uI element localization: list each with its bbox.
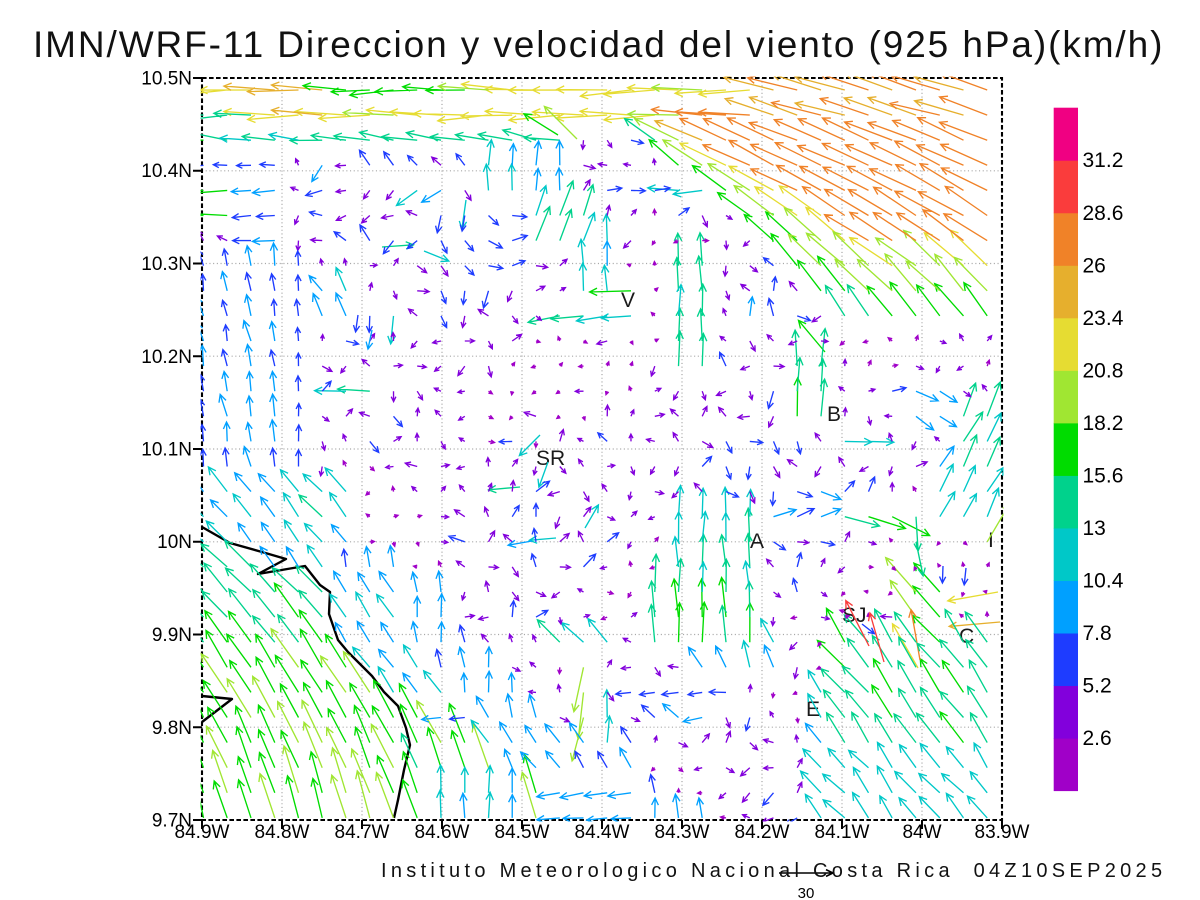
svg-text:84W: 84W	[902, 822, 941, 843]
svg-text:84.7W: 84.7W	[335, 822, 390, 843]
svg-text:SR: SR	[536, 447, 565, 470]
svg-text:I: I	[988, 529, 994, 552]
svg-text:84.2W: 84.2W	[735, 822, 790, 843]
svg-text:B: B	[827, 403, 841, 426]
svg-text:83.9W: 83.9W	[975, 822, 1030, 843]
svg-text:26: 26	[1083, 254, 1106, 277]
svg-text:84.3W: 84.3W	[655, 822, 710, 843]
svg-text:9.7N: 9.7N	[152, 811, 192, 832]
svg-text:7.8: 7.8	[1083, 622, 1112, 645]
svg-text:10.1N: 10.1N	[141, 440, 192, 461]
svg-text:84.1W: 84.1W	[815, 822, 870, 843]
svg-text:10.5N: 10.5N	[141, 69, 192, 90]
svg-text:18.2: 18.2	[1083, 412, 1124, 435]
svg-text:10.3N: 10.3N	[141, 254, 192, 275]
svg-text:10.2N: 10.2N	[141, 347, 192, 368]
svg-text:SJ: SJ	[842, 604, 867, 627]
svg-text:5.2: 5.2	[1083, 675, 1112, 698]
svg-text:84.6W: 84.6W	[415, 822, 470, 843]
svg-text:9.8N: 9.8N	[152, 718, 192, 739]
svg-text:30: 30	[798, 885, 815, 900]
svg-text:84.5W: 84.5W	[495, 822, 550, 843]
svg-text:10.4N: 10.4N	[141, 161, 192, 182]
svg-text:2.6: 2.6	[1083, 727, 1112, 750]
svg-text:84.8W: 84.8W	[255, 822, 310, 843]
svg-text:V: V	[621, 289, 635, 312]
svg-text:31.2: 31.2	[1083, 149, 1124, 172]
svg-text:84.4W: 84.4W	[575, 822, 630, 843]
svg-text:10.4: 10.4	[1083, 570, 1124, 593]
svg-text:15.6: 15.6	[1083, 464, 1124, 487]
svg-text:A: A	[750, 530, 764, 553]
svg-text:10N: 10N	[157, 532, 192, 553]
svg-text:84.9W: 84.9W	[175, 822, 230, 843]
svg-text:20.8: 20.8	[1083, 359, 1124, 382]
svg-text:28.6: 28.6	[1083, 202, 1124, 225]
svg-text:23.4: 23.4	[1083, 307, 1124, 330]
svg-text:E: E	[806, 698, 820, 721]
svg-text:13: 13	[1083, 517, 1106, 540]
svg-text:9.9N: 9.9N	[152, 625, 192, 646]
